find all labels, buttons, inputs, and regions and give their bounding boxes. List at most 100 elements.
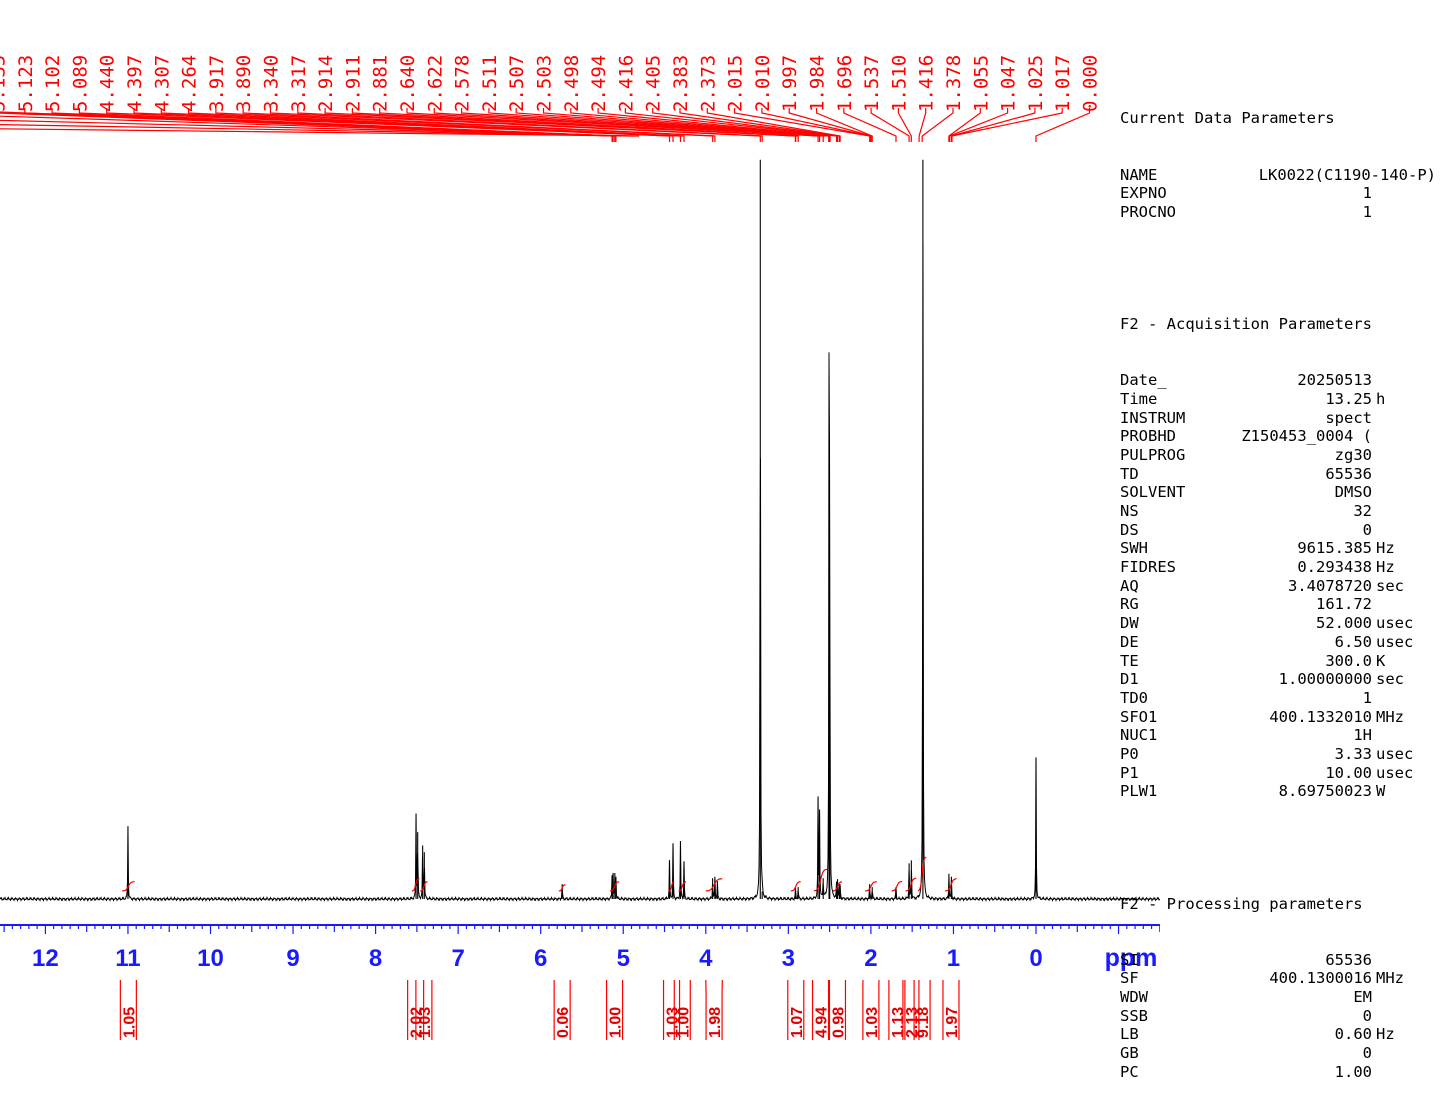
peak-label-text: 1.984 bbox=[807, 55, 829, 112]
param-key: NS bbox=[1120, 502, 1139, 520]
acquisition-param-row: TD0 1 bbox=[1120, 689, 1440, 708]
param-key: Date_ bbox=[1120, 371, 1167, 390]
integral-value: 2.13 bbox=[904, 1007, 921, 1038]
param-value: 400.1332010 bbox=[1269, 707, 1372, 726]
peak-label: 4.440 bbox=[97, 55, 671, 142]
processing-param-row: SF 400.1300016 MHz bbox=[1120, 969, 1440, 988]
param-key: NUC1 bbox=[1120, 726, 1158, 745]
param-key: PROCNO bbox=[1120, 202, 1176, 221]
peak-label-text: 2.881 bbox=[370, 55, 392, 112]
x-tick-label: 5 bbox=[617, 945, 630, 972]
integral-curve bbox=[610, 881, 620, 892]
param-value: 9615.385 bbox=[1297, 539, 1372, 558]
peak-label: 2.881 bbox=[370, 55, 799, 142]
peak-label-leader bbox=[0, 119, 628, 137]
peak-label-text: 2.405 bbox=[643, 55, 665, 112]
param-value: 0 bbox=[1362, 1044, 1372, 1063]
acquisition-param-row: SWH 9615.385 Hz bbox=[1120, 539, 1440, 558]
param-value: 161.72 bbox=[1316, 595, 1372, 614]
integral-label: 1.03 bbox=[662, 980, 682, 1040]
acquisition-param-row: INSTRUM spect bbox=[1120, 409, 1440, 428]
param-key: DS bbox=[1120, 520, 1139, 539]
peak-label-leader bbox=[406, 108, 819, 142]
peak-label-text: 4.264 bbox=[179, 55, 201, 112]
peak-label: 4.264 bbox=[179, 55, 685, 142]
peak-label-leader bbox=[215, 108, 714, 142]
peak-label-text: 2.622 bbox=[424, 55, 446, 112]
acquisition-params-title: F2 - Acquisition Parameters bbox=[1120, 315, 1372, 334]
peak-label: 1.537 bbox=[861, 55, 910, 142]
peak-label-leader bbox=[1035, 108, 1091, 142]
peak-label-leader bbox=[188, 108, 685, 142]
peak-label-text: 5.123 bbox=[15, 55, 37, 112]
peak-label-leader bbox=[461, 108, 824, 142]
integral-label: 0.06 bbox=[553, 980, 572, 1040]
integral-bracket bbox=[888, 980, 906, 1040]
peak-label: 2.373 bbox=[697, 55, 841, 142]
acquisition-param-row: Date_ 20250513 bbox=[1120, 371, 1440, 390]
peak-label-text: 2.640 bbox=[397, 55, 419, 112]
processing-param-row: SSB 0 bbox=[1120, 1007, 1440, 1026]
integral-curve bbox=[891, 880, 903, 892]
peak-label-leader bbox=[133, 108, 674, 142]
x-tick-label: 6 bbox=[534, 945, 547, 972]
peak-label-text: 2.494 bbox=[588, 55, 610, 112]
acquisition-param-row: P0 3.33 usec bbox=[1120, 745, 1440, 764]
peak-label: 1.047 bbox=[949, 55, 1020, 142]
peak-label: 1.017 bbox=[951, 55, 1074, 142]
peak-label-text: 4.440 bbox=[97, 55, 119, 112]
peak-label-leader bbox=[0, 124, 634, 137]
integral-label: 1.07 bbox=[787, 980, 806, 1040]
integral-curve bbox=[705, 878, 723, 892]
integral-value: 1.00 bbox=[608, 1007, 625, 1038]
param-value: 6.50 bbox=[1334, 632, 1372, 651]
peak-label-leader bbox=[433, 108, 821, 142]
processing-param-row: GB 0 bbox=[1120, 1044, 1440, 1063]
peak-label-text: 1.416 bbox=[916, 55, 938, 112]
peak-label-text: 2.010 bbox=[752, 55, 774, 112]
integral-bracket bbox=[553, 980, 571, 1040]
peak-label-text: 2.503 bbox=[534, 55, 556, 112]
param-unit: Hz bbox=[1376, 558, 1395, 577]
param-value: 1H bbox=[1353, 726, 1372, 745]
param-value: 0 bbox=[1362, 1006, 1372, 1025]
param-unit: sec bbox=[1376, 576, 1404, 595]
param-value: 1.00000000 bbox=[1278, 670, 1372, 689]
peak-label-leader bbox=[351, 108, 797, 142]
integral-value: 9.18 bbox=[915, 1007, 932, 1038]
peak-label-text: 4.307 bbox=[151, 55, 173, 112]
param-value: DMSO bbox=[1334, 483, 1372, 502]
param-unit: MHz bbox=[1376, 707, 1404, 726]
peak-label-leader bbox=[843, 108, 897, 142]
integral-label: 1.00 bbox=[605, 980, 625, 1040]
integral-bracket bbox=[407, 980, 425, 1040]
integral-value: 1.97 bbox=[944, 1007, 961, 1038]
param-unit: Hz bbox=[1376, 1025, 1395, 1044]
param-key: TD0 bbox=[1120, 688, 1148, 707]
peak-label: 3.317 bbox=[288, 55, 763, 142]
param-value: 0.293438 bbox=[1297, 558, 1372, 577]
peak-label: 2.622 bbox=[424, 55, 821, 142]
x-tick-label: 0 bbox=[1029, 945, 1042, 972]
peak-label-text: 1.017 bbox=[1052, 55, 1074, 112]
param-value: EM bbox=[1353, 987, 1372, 1006]
param-key: SSB bbox=[1120, 1006, 1148, 1025]
peak-label: 2.416 bbox=[615, 55, 838, 142]
peak-label: 1.416 bbox=[916, 55, 938, 142]
integral-bracket bbox=[119, 980, 137, 1040]
current-param-row: NAME LK0022(C1190-140-P) bbox=[1120, 166, 1440, 185]
param-key: GB bbox=[1120, 1044, 1139, 1063]
param-value: 0 bbox=[1362, 520, 1372, 539]
peak-label-text: 5.089 bbox=[69, 55, 91, 112]
peak-label: 2.010 bbox=[752, 55, 871, 142]
peak-label-leader bbox=[106, 108, 671, 142]
param-value: 52.000 bbox=[1316, 614, 1372, 633]
peak-label-text: 1.510 bbox=[888, 55, 910, 112]
current-param-row: EXPNO 1 bbox=[1120, 184, 1440, 203]
param-key: PROBHD bbox=[1120, 427, 1176, 446]
peak-label: 1.510 bbox=[888, 55, 912, 142]
integral-label: 9.18 bbox=[913, 980, 932, 1040]
peak-label-leader bbox=[918, 108, 927, 142]
processing-param-row: SI 65536 bbox=[1120, 951, 1440, 970]
peak-label-leader bbox=[160, 108, 682, 142]
